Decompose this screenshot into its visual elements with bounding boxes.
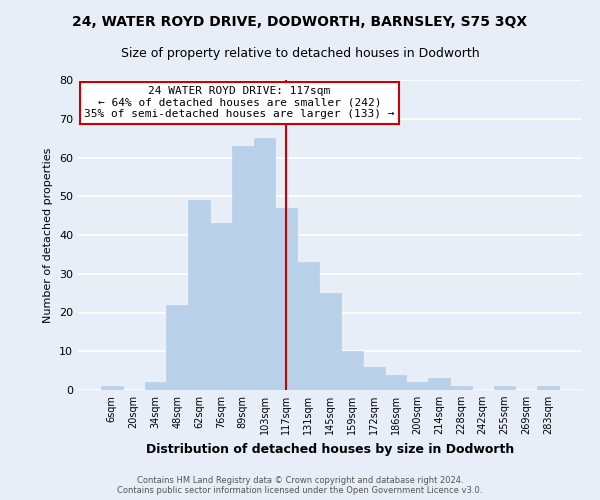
Bar <box>319 293 341 390</box>
Bar <box>428 378 450 390</box>
Bar <box>537 386 559 390</box>
Bar <box>188 200 210 390</box>
Text: Contains HM Land Registry data © Crown copyright and database right 2024.
Contai: Contains HM Land Registry data © Crown c… <box>118 476 482 495</box>
Bar <box>275 208 297 390</box>
Text: 24 WATER ROYD DRIVE: 117sqm
← 64% of detached houses are smaller (242)
35% of se: 24 WATER ROYD DRIVE: 117sqm ← 64% of det… <box>84 86 395 120</box>
Bar <box>297 262 319 390</box>
Bar <box>406 382 428 390</box>
Bar <box>145 382 166 390</box>
Text: 24, WATER ROYD DRIVE, DODWORTH, BARNSLEY, S75 3QX: 24, WATER ROYD DRIVE, DODWORTH, BARNSLEY… <box>73 15 527 29</box>
Text: Size of property relative to detached houses in Dodworth: Size of property relative to detached ho… <box>121 48 479 60</box>
Bar <box>450 386 472 390</box>
Y-axis label: Number of detached properties: Number of detached properties <box>43 148 53 322</box>
Bar <box>494 386 515 390</box>
Bar <box>232 146 254 390</box>
Bar <box>385 374 406 390</box>
Bar <box>254 138 275 390</box>
X-axis label: Distribution of detached houses by size in Dodworth: Distribution of detached houses by size … <box>146 442 514 456</box>
Bar <box>210 224 232 390</box>
Bar <box>166 304 188 390</box>
Bar <box>101 386 123 390</box>
Bar <box>341 351 363 390</box>
Bar <box>363 367 385 390</box>
